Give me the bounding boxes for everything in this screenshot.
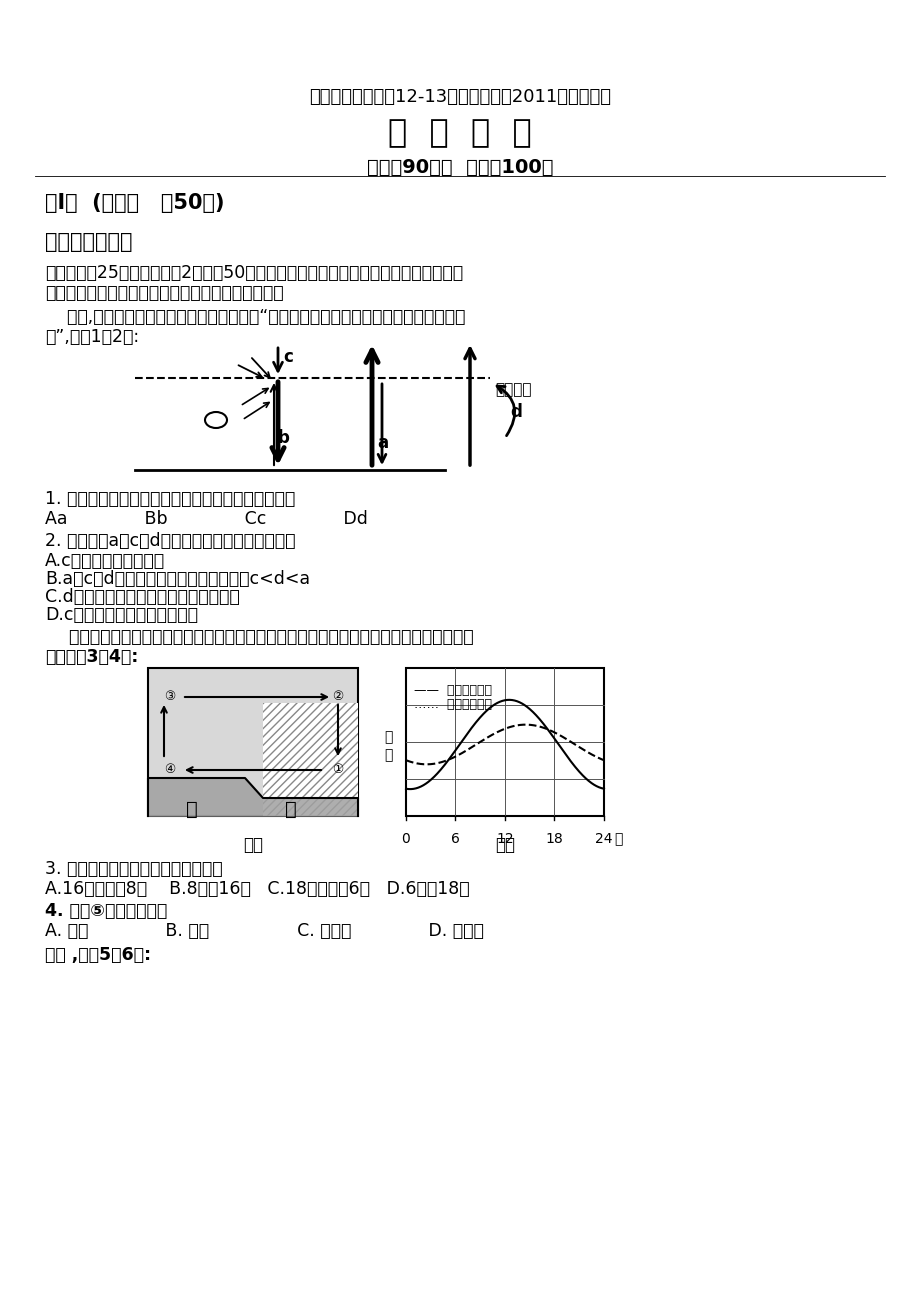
Text: 6: 6 xyxy=(450,832,459,846)
Text: 冬季,农民用人造烟幕防止农作物受冻。读“太阳辐射和地面辐射、大气逆辐射关系示意: 冬季,农民用人造烟幕防止农作物受冻。读“太阳辐射和地面辐射、大气逆辐射关系示意 xyxy=(45,309,465,326)
Text: Aa              Bb              Cc              Dd: Aa Bb Cc Dd xyxy=(45,510,368,529)
Text: c: c xyxy=(283,348,292,366)
Text: 题目的要求。请将正确答案的代号涂在答题卡中。）: 题目的要求。请将正确答案的代号涂在答题卡中。） xyxy=(45,284,283,302)
Text: 据此回答3～4题:: 据此回答3～4题: xyxy=(45,648,138,667)
Text: 气: 气 xyxy=(383,730,391,743)
Text: 图”,回答1～2题:: 图”,回答1～2题: xyxy=(45,328,139,346)
Text: 时: 时 xyxy=(613,832,621,846)
Text: 3. 由图乙可推知图甲出现的时间约为: 3. 由图乙可推知图甲出现的时间约为 xyxy=(45,861,222,878)
Text: 4. 图甲⑤处此时风向是: 4. 图甲⑤处此时风向是 xyxy=(45,902,167,921)
Text: 海: 海 xyxy=(285,799,297,819)
Bar xyxy=(148,668,357,816)
Text: ②: ② xyxy=(332,690,343,703)
Text: ④: ④ xyxy=(164,763,175,776)
Text: A.16时至次日8时    B.8时至16时   C.18时至次日6时   D.6时至18时: A.16时至次日8时 B.8时至16时 C.18时至次日6时 D.6时至18时 xyxy=(45,880,469,898)
Text: C.d代表的辐射主要被大气中的臭氧吸收: C.d代表的辐射主要被大气中的臭氧吸收 xyxy=(45,589,240,605)
Text: 下面甲、乙两图分别表示北半球某海滨地区某日海陆上空大气运动和海陆气温变化情况。: 下面甲、乙两图分别表示北半球某海滨地区某日海陆上空大气运动和海陆气温变化情况。 xyxy=(45,628,473,646)
Text: 2. 关于图中a、c、d所代表的内容，叙述正确的是: 2. 关于图中a、c、d所代表的内容，叙述正确的是 xyxy=(45,533,295,549)
Text: 18: 18 xyxy=(545,832,562,846)
Text: D.c代表的辐射与天气状况无关: D.c代表的辐射与天气状况无关 xyxy=(45,605,198,624)
Text: 12: 12 xyxy=(495,832,513,846)
Text: 陆: 陆 xyxy=(186,799,198,819)
Text: 一、单项选择题: 一、单项选择题 xyxy=(45,232,132,253)
Text: 温: 温 xyxy=(383,749,391,762)
Text: 成都七中实验学校12-13学年度下期高2011级三月月考: 成都七中实验学校12-13学年度下期高2011级三月月考 xyxy=(309,89,610,105)
Text: B.a、c、d代表的辐射波长的大小关系是c<d<a: B.a、c、d代表的辐射波长的大小关系是c<d<a xyxy=(45,570,310,589)
Text: b: b xyxy=(278,428,289,447)
Text: 图甲: 图甲 xyxy=(243,836,263,854)
Text: 图乙: 图乙 xyxy=(494,836,515,854)
Text: ③: ③ xyxy=(164,690,175,703)
Text: 1. 图中箭头能表示人造烟幕防止农作物受冻原理的是: 1. 图中箭头能表示人造烟幕防止农作物受冻原理的是 xyxy=(45,490,295,508)
Text: 时间：90分钟  满分：100分: 时间：90分钟 满分：100分 xyxy=(367,158,552,177)
Text: 地  理  试  题: 地 理 试 题 xyxy=(388,118,531,148)
Text: 读图 ,回答5～6题:: 读图 ,回答5～6题: xyxy=(45,947,151,963)
Text: a: a xyxy=(377,434,388,452)
Bar xyxy=(263,703,357,816)
Ellipse shape xyxy=(205,411,227,428)
Text: d: d xyxy=(509,404,521,421)
Text: 第Ⅰ卷  (选择题   共50分): 第Ⅰ卷 (选择题 共50分) xyxy=(45,193,224,214)
Text: A.c代表大气的直接热源: A.c代表大气的直接热源 xyxy=(45,552,165,570)
Bar xyxy=(405,668,604,816)
Text: ①: ① xyxy=(332,763,343,776)
Text: 大气上界: 大气上界 xyxy=(494,381,531,397)
Text: （本大题共25小题，每小题2分，共50分。在每小题给出的四个选项中，只有一项符合: （本大题共25小题，每小题2分，共50分。在每小题给出的四个选项中，只有一项符合 xyxy=(45,264,462,283)
Text: A. 西风              B. 东风                C. 西北风              D. 东南风: A. 西风 B. 东风 C. 西北风 D. 东南风 xyxy=(45,922,483,940)
Polygon shape xyxy=(148,779,357,816)
Text: ——  陆地气温曲线: —— 陆地气温曲线 xyxy=(414,684,492,697)
Text: 24: 24 xyxy=(595,832,612,846)
Text: 0: 0 xyxy=(402,832,410,846)
Text: ……  海洋气温曲线: …… 海洋气温曲线 xyxy=(414,698,492,711)
